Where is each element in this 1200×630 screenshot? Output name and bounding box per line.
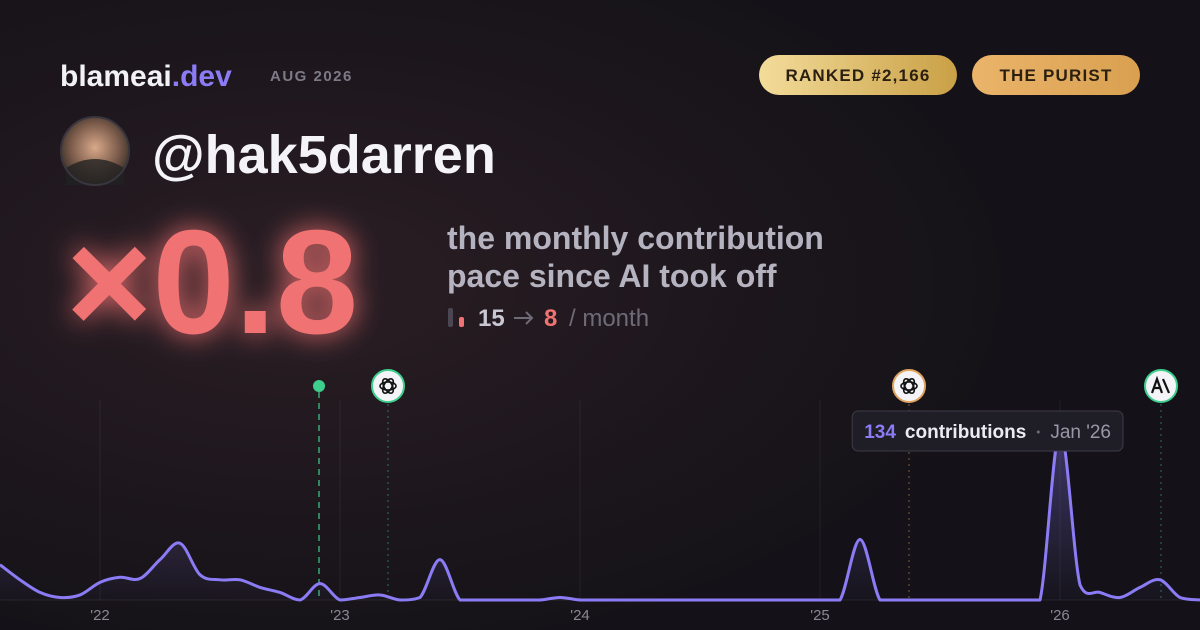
brand: blameai.dev bbox=[60, 60, 232, 93]
x-tick-label: '22 bbox=[90, 607, 110, 624]
multiplier: ×0.8 bbox=[66, 200, 358, 365]
event-markers bbox=[313, 369, 1178, 600]
x-tick-label: '24 bbox=[570, 607, 590, 624]
brand-name: blameai bbox=[60, 60, 172, 93]
tooltip-series: contributions bbox=[905, 422, 1026, 443]
pace-icon bbox=[448, 308, 464, 327]
x-tick-label: '25 bbox=[810, 607, 830, 624]
rank-badge-text: RANKED #2,166 bbox=[785, 66, 930, 85]
pace-before: 15 bbox=[478, 305, 505, 332]
x-tick-label: '26 bbox=[1050, 607, 1070, 624]
plot: '22 '23 '24 '25 '26 134 contributions Jan '26 bbox=[0, 400, 1200, 624]
area bbox=[0, 430, 1200, 600]
x-tick-label: '23 bbox=[330, 607, 350, 624]
tooltip-value: 134 bbox=[864, 422, 896, 443]
description-line: pace since AI took off bbox=[447, 258, 777, 294]
brand-suffix: .dev bbox=[172, 60, 232, 93]
pace-unit: / month bbox=[569, 305, 649, 332]
arrow bbox=[514, 311, 534, 325]
tooltip: 134 contributions Jan '26 bbox=[851, 410, 1124, 452]
pace-after: 8 bbox=[544, 305, 557, 332]
title-badge-text: THE PURIST bbox=[999, 66, 1112, 85]
title-badge bbox=[972, 55, 1140, 95]
line bbox=[0, 429, 1200, 602]
description-line: the monthly contribution bbox=[447, 220, 824, 256]
tooltip-box bbox=[851, 410, 1124, 452]
avatar bbox=[60, 116, 130, 186]
period: AUG 2026 bbox=[270, 68, 353, 85]
tooltip-label: Jan '26 bbox=[1050, 422, 1111, 443]
rank-badge bbox=[759, 55, 957, 95]
tooltip-separator bbox=[1036, 430, 1040, 434]
handle: @hak5darren bbox=[152, 125, 496, 185]
